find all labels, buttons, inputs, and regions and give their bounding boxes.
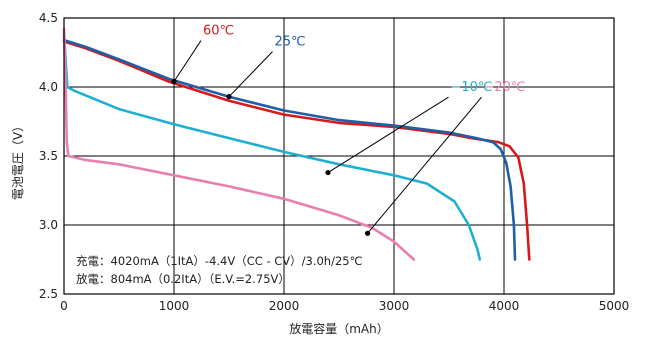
x-tick-label: 1000 [159,299,190,313]
y-tick-label: 2.5 [39,287,58,301]
tick-labels: 0 1000 2000 3000 4000 5000 2.5 3.0 3.5 4.0 4.5 [39,11,629,313]
y-tick-label: 4.5 [39,11,58,25]
annotation-leader-line [367,96,482,234]
x-axis-label: 放電容量（mAh） [289,321,389,336]
x-tick-label: 0 [60,299,68,313]
series-line [62,33,482,261]
x-tick-label: 4000 [489,299,520,313]
charge-condition-text: 充電：4020mA（1ItA）-4.4V（CC - CV）/3.0h/25℃ [76,254,363,268]
y-tick-label: 4.0 [39,80,58,94]
plot-frame [63,17,615,295]
y-axis-label: 電池電圧（V） [11,120,25,200]
series-line [62,40,531,261]
series-label: 25℃ [275,35,306,50]
annotation-leader-line [228,51,273,98]
annotation-leader-line [173,40,202,82]
series-label: 60℃ [203,24,234,39]
series-label: −20℃ [484,80,526,95]
series-label: −10℃ [451,80,493,95]
annotation-leader-line [327,96,449,173]
series-line [62,38,517,261]
annotation-marker [226,94,232,100]
x-tick-label: 3000 [379,299,410,313]
series-annotations: 60℃ 25℃ −10℃−20℃ [171,24,526,236]
x-tick-label: 2000 [269,299,300,313]
grid-lines [64,18,614,294]
annotation-marker [325,169,331,176]
x-tick-label: 5000 [599,299,630,313]
y-tick-label: 3.5 [39,149,58,163]
annotation-marker [171,78,177,85]
annotation-marker [365,230,371,236]
discharge-condition-text: 放電：804mA（0.2ItA）（E.V.=2.75V） [76,272,290,286]
y-tick-label: 3.0 [39,218,58,232]
